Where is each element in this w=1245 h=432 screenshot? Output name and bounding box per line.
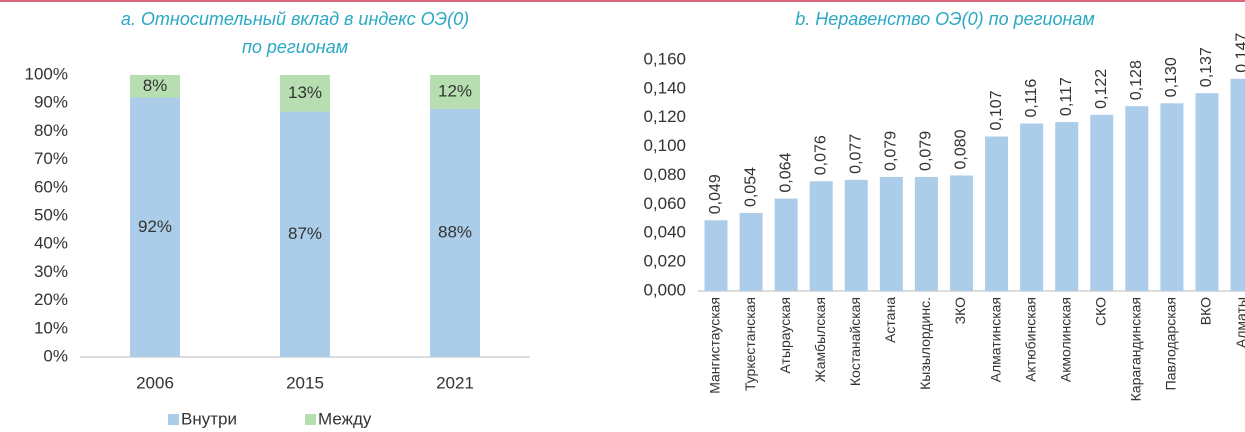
x-tick-label: Костанайская <box>847 297 863 386</box>
y-tick-label: 0,060 <box>643 194 686 213</box>
y-tick-label: 50% <box>34 205 68 224</box>
x-tick-label: ЗКО <box>952 297 968 324</box>
bar <box>914 176 938 291</box>
y-tick-label: 0,040 <box>643 223 686 242</box>
x-tick-label: Мангистауская <box>707 297 723 394</box>
bar <box>774 198 798 291</box>
data-label: 88% <box>438 222 472 241</box>
bar <box>704 220 728 291</box>
data-label: 0,049 <box>707 174 724 214</box>
x-tick-label: 2021 <box>436 373 474 392</box>
bar <box>1090 114 1114 291</box>
bar <box>1055 122 1079 291</box>
bar-segment <box>130 97 180 357</box>
y-tick-label: 0,100 <box>643 136 686 155</box>
y-tick-label: 0,080 <box>643 165 686 184</box>
x-tick-label: Алматинская <box>987 297 1003 382</box>
y-tick-label: 0,160 <box>643 49 686 68</box>
x-tick-label: СКО <box>1092 297 1108 326</box>
x-tick-label: Астана <box>882 297 898 343</box>
y-tick-label: 0,140 <box>643 78 686 97</box>
data-label: 8% <box>143 76 168 95</box>
y-tick-label: 90% <box>34 93 68 112</box>
x-tick-label: Туркестанская <box>742 297 758 391</box>
x-tick-label: Карагандинская <box>1128 297 1144 401</box>
legend-label: Между <box>318 409 372 428</box>
x-tick-label: Кызылординс. <box>917 297 933 390</box>
y-tick-label: 0,120 <box>643 107 686 126</box>
bar <box>1160 103 1184 291</box>
x-tick-label: ВКО <box>1198 297 1214 325</box>
x-tick-label: Жамбылская <box>812 297 828 382</box>
y-tick-label: 20% <box>34 290 68 309</box>
data-label: 0,080 <box>953 129 970 169</box>
bar <box>844 179 868 291</box>
data-label: 0,128 <box>1128 60 1145 100</box>
data-label: 0,077 <box>847 134 864 174</box>
legend-label: Внутри <box>181 409 237 428</box>
bar-segment <box>280 111 330 357</box>
bar-segment <box>130 75 180 98</box>
chart-title: a. Относительный вклад в индекс ОЭ(0) <box>121 9 469 29</box>
x-tick-label: 2006 <box>136 373 174 392</box>
data-label: 0,054 <box>742 167 759 207</box>
x-tick-label: Атырауская <box>777 297 793 374</box>
chart-title: по регионам <box>242 37 348 57</box>
y-tick-label: 80% <box>34 121 68 140</box>
data-label: 0,147 <box>1233 33 1245 73</box>
data-label: 0,130 <box>1163 57 1180 97</box>
legend-swatch <box>168 414 179 425</box>
y-tick-label: 100% <box>25 64 68 83</box>
bar-segment <box>430 108 480 357</box>
x-tick-label: Актюбинская <box>1022 297 1038 382</box>
y-tick-label: 30% <box>34 262 68 281</box>
bar <box>985 136 1009 291</box>
bar <box>879 176 903 291</box>
chart-title: b. Неравенство ОЭ(0) по регионам <box>795 9 1095 29</box>
top-border <box>0 0 1245 2</box>
y-tick-label: 10% <box>34 318 68 337</box>
data-label: 0,079 <box>918 131 935 171</box>
y-tick-label: 70% <box>34 149 68 168</box>
y-tick-label: 40% <box>34 234 68 253</box>
x-tick-label: Акмолинская <box>1057 297 1073 382</box>
bar <box>809 181 833 291</box>
x-tick-label: 2015 <box>286 373 324 392</box>
bar <box>739 213 763 291</box>
data-label: 87% <box>288 224 322 243</box>
bar <box>949 175 973 291</box>
x-tick-label: Алматы <box>1233 297 1245 348</box>
data-label: 0,122 <box>1093 69 1110 109</box>
data-label: 0,117 <box>1058 77 1075 116</box>
bar <box>1125 106 1149 291</box>
data-label: 0,076 <box>812 135 829 175</box>
y-tick-label: 0,000 <box>643 280 686 299</box>
y-tick-label: 0% <box>43 346 68 365</box>
data-label: 0,116 <box>1023 79 1040 118</box>
y-tick-label: 60% <box>34 177 68 196</box>
y-tick-label: 0,020 <box>643 252 686 271</box>
bar <box>1020 123 1044 292</box>
bar-segment <box>280 75 330 112</box>
bar <box>1195 93 1219 291</box>
data-label: 13% <box>288 83 322 102</box>
legend-swatch <box>305 414 316 425</box>
bar <box>1230 78 1245 291</box>
x-tick-label: Павлодарская <box>1163 297 1179 390</box>
data-label: 0,107 <box>988 90 1005 130</box>
data-label: 0,137 <box>1198 47 1215 87</box>
data-label: 12% <box>438 81 472 100</box>
data-label: 92% <box>138 217 172 236</box>
data-label: 0,079 <box>883 131 900 171</box>
data-label: 0,064 <box>777 152 794 192</box>
bar-segment <box>430 75 480 109</box>
